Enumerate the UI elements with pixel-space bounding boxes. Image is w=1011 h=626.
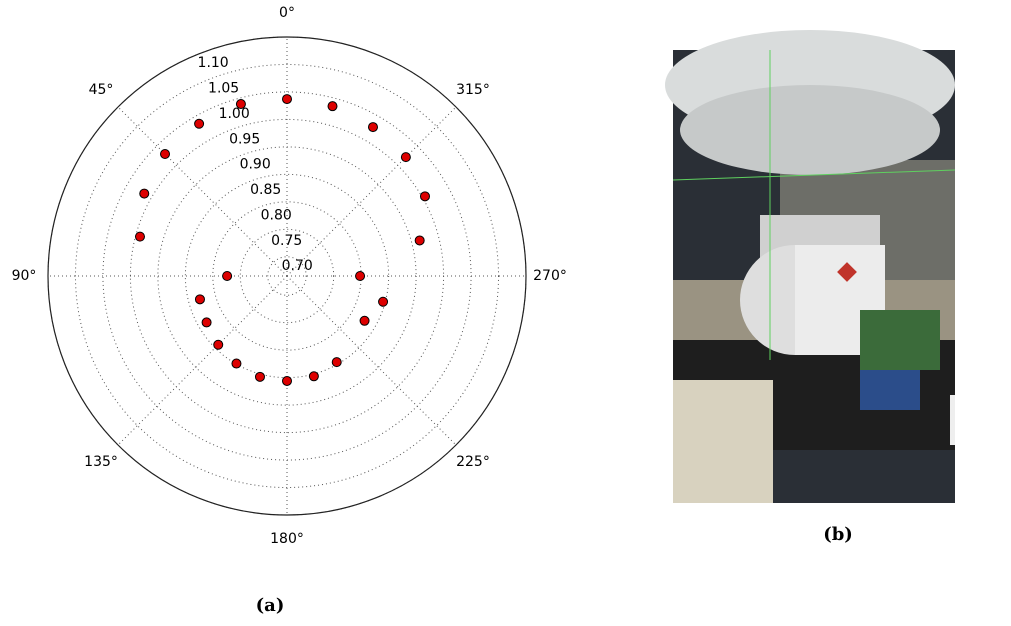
r-tick-label: 1.10 xyxy=(198,55,229,71)
point xyxy=(223,272,232,281)
point xyxy=(283,376,292,385)
point xyxy=(415,236,424,245)
point xyxy=(332,358,341,367)
r-tick-label: 0.90 xyxy=(240,157,271,173)
r-tick-label: 0.95 xyxy=(229,131,260,147)
point xyxy=(360,316,369,325)
point xyxy=(195,119,204,128)
theta-tick-label: 315° xyxy=(456,82,490,98)
point xyxy=(309,372,318,381)
point xyxy=(140,189,149,198)
theta-tick-label: 180° xyxy=(270,531,304,547)
r-tick-label: 1.00 xyxy=(219,106,250,122)
point xyxy=(232,359,241,368)
theta-tick-label: 270° xyxy=(533,268,567,284)
point xyxy=(214,340,223,349)
page: (a) (b) 0.700.750.800.850.900.951.001.05… xyxy=(0,0,1011,626)
point xyxy=(401,153,410,162)
r-tick-label: 1.05 xyxy=(208,81,239,97)
point xyxy=(283,95,292,104)
point xyxy=(420,192,429,201)
theta-tick-label: 0° xyxy=(279,5,295,21)
point xyxy=(255,372,264,381)
point xyxy=(202,318,211,327)
photo xyxy=(665,30,955,503)
theta-tick-label: 225° xyxy=(456,454,490,470)
point xyxy=(328,102,337,111)
point xyxy=(356,272,365,281)
caption: (a) xyxy=(256,595,285,616)
grid-spoke xyxy=(287,276,456,445)
theta-tick-label: 90° xyxy=(12,268,37,284)
theta-tick-label: 45° xyxy=(89,82,114,98)
point xyxy=(195,295,204,304)
point xyxy=(368,123,377,132)
figure: (a) (b) 0.700.750.800.850.900.951.001.05… xyxy=(0,0,1011,626)
point xyxy=(236,100,245,109)
grid-spoke xyxy=(287,107,456,276)
theta-tick-label: 135° xyxy=(84,454,118,470)
point xyxy=(379,297,388,306)
r-tick-label: 0.70 xyxy=(282,258,313,274)
point xyxy=(161,150,170,159)
r-tick-label: 0.85 xyxy=(250,182,281,198)
point xyxy=(135,232,144,241)
caption: (b) xyxy=(823,524,853,545)
